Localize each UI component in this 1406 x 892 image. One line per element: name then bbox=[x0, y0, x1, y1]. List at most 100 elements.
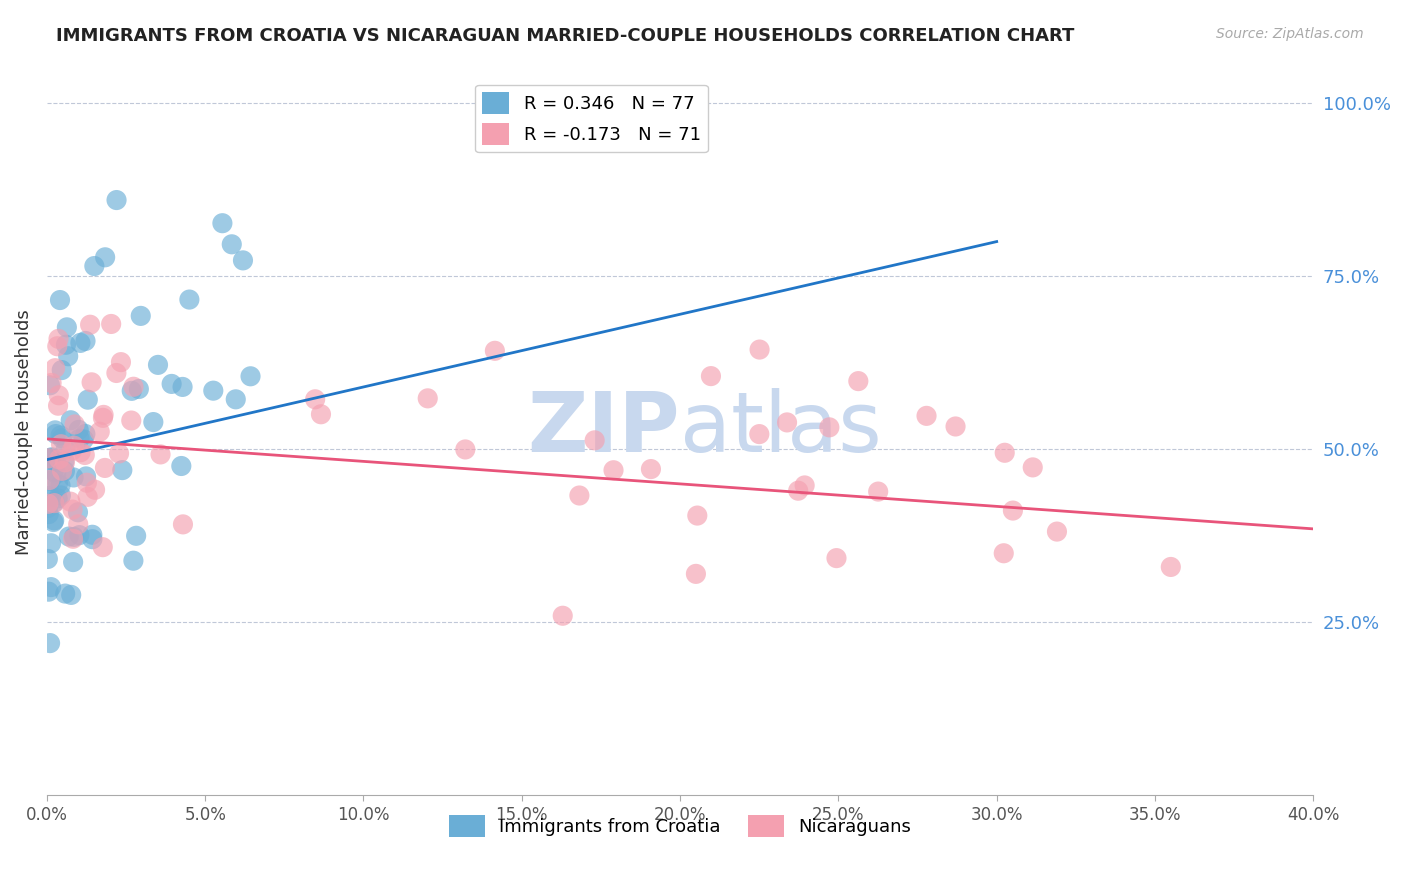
Point bbox=[37, 501, 59, 516]
Point bbox=[45, 427, 67, 442]
Point bbox=[59, 413, 82, 427]
Point bbox=[94, 250, 117, 264]
Point bbox=[1001, 503, 1024, 517]
Point bbox=[110, 355, 132, 369]
Point bbox=[146, 358, 169, 372]
Point bbox=[89, 425, 111, 439]
Point bbox=[39, 580, 62, 594]
Point bbox=[62, 502, 84, 516]
Point bbox=[105, 366, 128, 380]
Point bbox=[46, 339, 69, 353]
Point bbox=[49, 478, 72, 492]
Point bbox=[38, 491, 60, 505]
Point bbox=[63, 439, 86, 453]
Point bbox=[787, 483, 810, 498]
Point bbox=[172, 517, 194, 532]
Point bbox=[128, 382, 150, 396]
Point bbox=[76, 392, 98, 407]
Point bbox=[793, 478, 815, 492]
Point bbox=[42, 465, 65, 479]
Point bbox=[45, 456, 67, 470]
Point bbox=[1022, 460, 1045, 475]
Point bbox=[84, 483, 107, 497]
Point bbox=[91, 410, 114, 425]
Point bbox=[53, 586, 76, 600]
Point bbox=[41, 376, 63, 390]
Point bbox=[46, 399, 69, 413]
Point bbox=[915, 409, 938, 423]
Point bbox=[776, 416, 799, 430]
Point bbox=[868, 484, 890, 499]
Point bbox=[38, 451, 60, 466]
Point bbox=[160, 376, 183, 391]
Point bbox=[484, 343, 506, 358]
Point bbox=[67, 517, 90, 532]
Point bbox=[51, 431, 73, 445]
Point bbox=[846, 374, 869, 388]
Point bbox=[62, 555, 84, 569]
Point bbox=[69, 335, 91, 350]
Point bbox=[748, 343, 770, 357]
Point bbox=[225, 392, 247, 407]
Point bbox=[37, 451, 59, 466]
Point bbox=[700, 369, 723, 384]
Point bbox=[76, 490, 98, 504]
Point bbox=[304, 392, 326, 407]
Point bbox=[993, 546, 1015, 560]
Point bbox=[945, 419, 967, 434]
Point bbox=[67, 423, 90, 437]
Point bbox=[69, 432, 91, 446]
Text: IMMIGRANTS FROM CROATIA VS NICARAGUAN MARRIED-COUPLE HOUSEHOLDS CORRELATION CHAR: IMMIGRANTS FROM CROATIA VS NICARAGUAN MA… bbox=[56, 27, 1074, 45]
Point bbox=[1160, 560, 1182, 574]
Point bbox=[48, 332, 70, 346]
Point bbox=[121, 384, 143, 398]
Y-axis label: Married-couple Households: Married-couple Households bbox=[15, 310, 32, 555]
Point bbox=[83, 259, 105, 273]
Point bbox=[46, 476, 69, 491]
Point bbox=[93, 408, 115, 422]
Point bbox=[44, 495, 66, 509]
Point bbox=[551, 608, 574, 623]
Point bbox=[1046, 524, 1069, 539]
Point bbox=[122, 554, 145, 568]
Point bbox=[60, 443, 83, 458]
Text: Source: ZipAtlas.com: Source: ZipAtlas.com bbox=[1216, 27, 1364, 41]
Point bbox=[63, 417, 86, 432]
Point bbox=[76, 475, 98, 490]
Point bbox=[748, 427, 770, 442]
Point bbox=[202, 384, 225, 398]
Point bbox=[66, 505, 89, 519]
Point bbox=[686, 508, 709, 523]
Point bbox=[41, 450, 63, 465]
Point bbox=[51, 363, 73, 377]
Point bbox=[122, 380, 145, 394]
Point bbox=[39, 636, 62, 650]
Point bbox=[416, 392, 439, 406]
Point bbox=[42, 453, 65, 467]
Text: ZIP: ZIP bbox=[527, 388, 681, 469]
Point bbox=[39, 378, 62, 392]
Point bbox=[38, 489, 60, 503]
Point bbox=[53, 454, 76, 468]
Point bbox=[37, 497, 59, 511]
Point bbox=[239, 369, 262, 384]
Point bbox=[44, 496, 66, 510]
Point bbox=[825, 551, 848, 566]
Point bbox=[75, 469, 97, 483]
Point bbox=[73, 433, 96, 447]
Point bbox=[44, 513, 66, 527]
Point bbox=[108, 446, 131, 460]
Point bbox=[38, 473, 60, 487]
Point bbox=[48, 388, 70, 402]
Point bbox=[125, 529, 148, 543]
Point bbox=[46, 491, 69, 506]
Point bbox=[69, 445, 91, 459]
Point bbox=[58, 530, 80, 544]
Point bbox=[59, 494, 82, 508]
Point bbox=[49, 293, 72, 307]
Point bbox=[49, 488, 72, 502]
Point bbox=[111, 463, 134, 477]
Point bbox=[142, 415, 165, 429]
Point bbox=[37, 552, 59, 566]
Point bbox=[63, 530, 86, 544]
